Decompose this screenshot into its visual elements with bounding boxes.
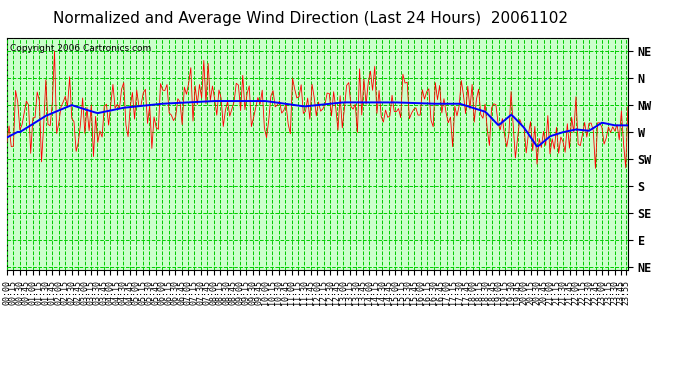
Text: Normalized and Average Wind Direction (Last 24 Hours)  20061102: Normalized and Average Wind Direction (L… [53, 11, 568, 26]
Text: Copyright 2006 Cartronics.com: Copyright 2006 Cartronics.com [10, 45, 151, 54]
